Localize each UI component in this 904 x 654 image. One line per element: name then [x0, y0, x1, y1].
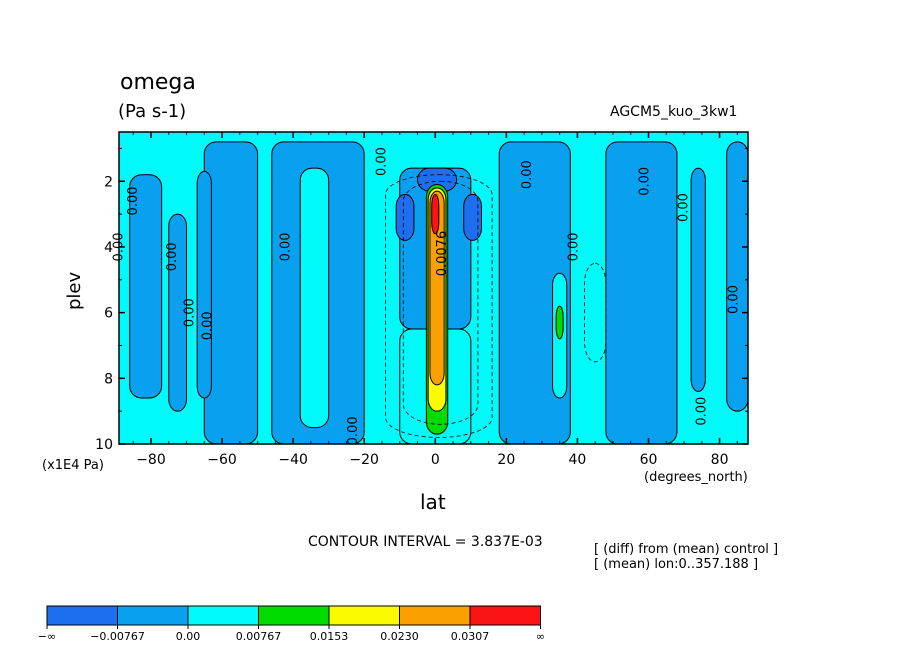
x-tick-label: −20: [349, 452, 379, 468]
colorbar-label: −0.00767: [90, 630, 145, 643]
colorbar-swatch: [399, 605, 471, 626]
contour-label: 0.00: [346, 416, 361, 445]
colorbar-swatch: [328, 605, 400, 626]
contour-label: 0.00: [279, 232, 294, 261]
colorbar-label: 0.0307: [451, 630, 490, 643]
note-mean: [ (mean) lon:0..357.188 ]: [594, 557, 759, 572]
y-tick-label: 10: [95, 437, 113, 453]
contour-label: 0.00: [520, 160, 535, 189]
colorbar-swatch: [187, 605, 259, 626]
contour-region: [196, 170, 212, 399]
contour-region: [299, 167, 330, 429]
chart-units: (Pa s-1): [118, 101, 187, 122]
contour-interval-label: CONTOUR INTERVAL = 3.837E-03: [308, 534, 543, 550]
colorbar-label: ∞: [536, 630, 545, 643]
x-tick-label: −80: [136, 452, 166, 468]
dashed-contour: [584, 262, 607, 363]
x-axis-unit: (degrees_north): [644, 470, 748, 485]
contour-label: 0.0076: [435, 231, 450, 277]
contour-label: 0.00: [200, 311, 215, 340]
contour-label: 0.00: [126, 186, 141, 215]
plot-frame: [118, 131, 749, 445]
x-tick-label: −40: [278, 452, 308, 468]
colorbar-label: 0.0153: [310, 630, 349, 643]
colorbar-label: 0.00: [176, 630, 201, 643]
y-axis-unit: (x1E4 Pa): [42, 458, 104, 473]
contour-region: [555, 305, 564, 340]
x-axis-label: lat: [420, 490, 446, 514]
contour-label: 0.00: [637, 167, 652, 196]
colorbar-swatch: [258, 605, 330, 626]
axes: −80 −60 −40 −20 0 20 40 60 80 2 4 6 8 10: [95, 131, 749, 468]
contour-label: 0.00: [183, 298, 198, 327]
run-label: AGCM5_kuo_3kw1: [610, 104, 738, 120]
colorbar-swatch: [469, 605, 541, 626]
x-tick-label: 20: [497, 452, 515, 468]
contour-label: 0.00: [677, 193, 692, 222]
plot-area: 0.000.000.000.00 0.000.000.000.000.00760.…: [112, 132, 749, 445]
y-tick-label: 6: [104, 306, 113, 322]
contour-label: 0.00: [726, 285, 741, 314]
colorbar-label: 0.00767: [236, 630, 282, 643]
x-tick-label: −60: [207, 452, 237, 468]
colorbar-swatch: [117, 605, 189, 626]
contour-label: 0.00: [165, 242, 180, 271]
y-tick-label: 2: [104, 174, 113, 190]
y-tick-label: 8: [104, 371, 113, 387]
contour-region: [203, 141, 259, 445]
x-tick-label: 40: [569, 452, 587, 468]
colorbar-label: −∞: [38, 630, 56, 643]
contour-region: [690, 167, 706, 392]
contour-region: [395, 193, 415, 241]
contour-region: [129, 174, 163, 399]
colorbar: −∞ −0.00767 0.00 0.00767 0.0153 0.0230 0.0307 ∞: [38, 605, 545, 643]
colorbar-label: 0.0230: [380, 630, 419, 643]
note-diff: [ (diff) from (mean) control ]: [594, 542, 779, 557]
contour-region: [429, 190, 445, 386]
x-tick-label: 0: [431, 452, 440, 468]
colorbar-swatch: [46, 605, 118, 626]
contour-label: 0.00: [694, 397, 709, 426]
contour-region: [726, 141, 749, 412]
contour-region: [431, 193, 440, 235]
y-tick-label: 4: [104, 240, 113, 256]
contour-region: [463, 193, 482, 241]
x-tick-label: 80: [711, 452, 729, 468]
dashed-contour: [402, 180, 479, 425]
contour-label: 0.00: [566, 232, 581, 261]
contour-region: [168, 213, 188, 412]
x-tick-label: 60: [640, 452, 658, 468]
contour-label: 0.00: [375, 147, 390, 176]
dashed-contour: [385, 174, 493, 438]
chart-title: omega: [120, 70, 196, 95]
